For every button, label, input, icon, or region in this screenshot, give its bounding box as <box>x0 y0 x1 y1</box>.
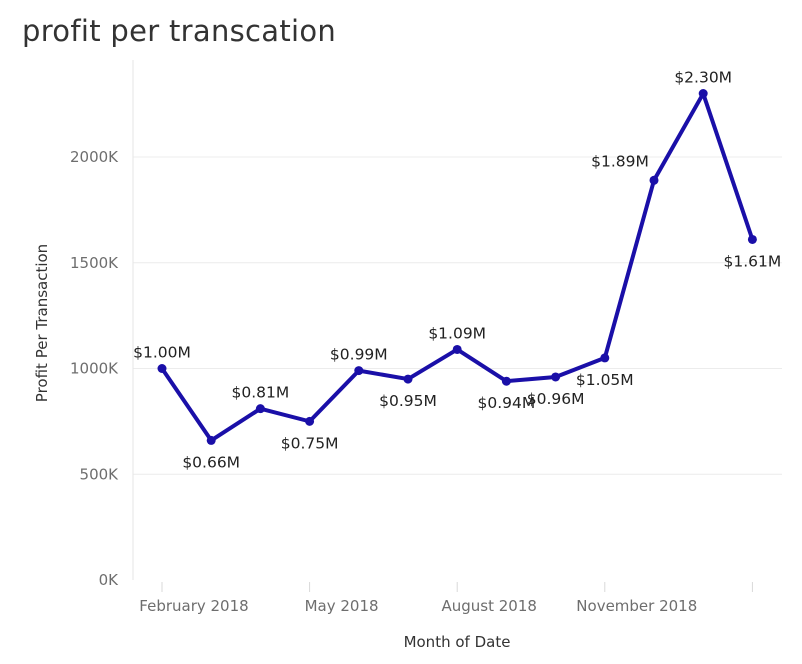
data-label: $1.09M <box>428 324 486 342</box>
data-point <box>747 234 757 244</box>
y-tick-label: 1500K <box>70 254 119 272</box>
chart-title: profit per transcation <box>22 14 337 48</box>
x-axis-title: Month of Date <box>404 633 511 651</box>
data-label: $0.66M <box>182 453 240 471</box>
data-point <box>403 374 413 384</box>
data-label: $2.30M <box>674 69 732 87</box>
data-point <box>354 366 364 376</box>
data-label: $1.61M <box>724 252 782 270</box>
x-tick-label: February 2018 <box>139 597 248 615</box>
data-point <box>452 344 462 354</box>
data-label: $0.75M <box>281 434 339 452</box>
data-labels: $1.00M $0.66M $0.81M $0.75M $0.99M $0.95M $1.0… <box>133 69 781 472</box>
data-point <box>255 404 265 414</box>
data-point <box>600 353 610 363</box>
data-label: $0.81M <box>232 384 290 402</box>
data-label: $0.96M <box>527 390 585 408</box>
data-point <box>698 89 708 99</box>
data-point <box>206 435 216 445</box>
y-tick-label: 500K <box>80 465 120 483</box>
data-label: $0.99M <box>330 346 388 364</box>
data-label: $1.89M <box>591 152 649 170</box>
data-point <box>501 376 511 386</box>
data-label: $0.95M <box>379 392 437 410</box>
y-tick-label: 2000K <box>70 148 119 166</box>
data-label: $0.94M <box>478 394 536 412</box>
data-point <box>551 372 561 382</box>
y-tick-label: 0K <box>99 571 120 589</box>
data-points <box>157 89 757 445</box>
x-tick-label: August 2018 <box>441 597 536 615</box>
data-label: $1.00M <box>133 344 191 362</box>
data-point <box>649 175 659 185</box>
y-tick-label: 1000K <box>70 360 119 378</box>
data-point <box>157 364 167 373</box>
grid-lines <box>133 156 782 475</box>
data-label: $1.05M <box>576 371 634 389</box>
axes: 0K 500K 1000K 1500K 2000K February 2018 May 20… <box>70 60 753 615</box>
x-tick-label: November 2018 <box>576 597 697 615</box>
y-axis-title: Profit Per Transaction <box>33 244 51 402</box>
x-tick-label: May 2018 <box>305 597 379 615</box>
data-point <box>305 416 315 426</box>
